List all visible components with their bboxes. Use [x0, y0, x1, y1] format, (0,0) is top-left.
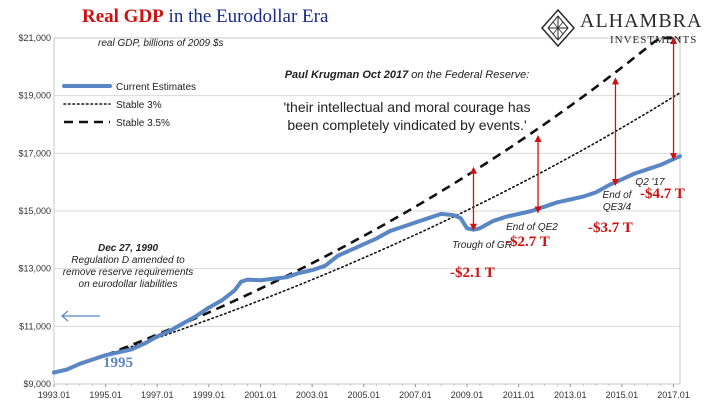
y-tick-label: $9,000	[23, 379, 51, 389]
logo-subtitle: INVESTMENTS	[610, 34, 698, 46]
quote-context: on the Federal Reserve:	[408, 69, 530, 81]
x-tick-label: 1999.01	[193, 390, 226, 400]
diamond-emblem-icon	[540, 8, 576, 48]
x-tick-label: 1997.01	[141, 390, 174, 400]
series-layer	[52, 36, 682, 375]
gap-arrow-head-up	[469, 166, 477, 174]
series-line-stable-3-5-	[105, 36, 680, 357]
legend-label: Stable 3%	[116, 100, 162, 111]
note-1990-date: Dec 27, 1990	[97, 243, 159, 254]
title-highlight: Real GDP	[82, 6, 164, 27]
gap-arrow-head-up	[534, 135, 542, 143]
x-tick-label: 2005.01	[347, 390, 380, 400]
y-tick-label: $21,000	[18, 33, 51, 43]
legend-label: Stable 3.5%	[116, 118, 170, 129]
gap-arrow-head-down	[534, 206, 542, 214]
gap-arrows	[469, 37, 678, 231]
legend: Current Estimates Stable 3% Stable 3.5%	[62, 82, 196, 129]
series-line-current-estimates	[52, 154, 682, 375]
year-1995-label: 1995	[103, 355, 133, 371]
series-line-stable-3-	[104, 92, 681, 356]
x-tick-label: 2015.01	[606, 390, 639, 400]
y-tick-label: $19,000	[18, 91, 51, 101]
gap-arrow-head-up	[611, 77, 619, 85]
axes: $9,000 $11,000 $13,000 $15,000 $17,000 $19,00…	[18, 33, 689, 400]
gap-value-qe2: -$2.7 T	[505, 234, 550, 250]
note-1990-text: Regulation D amended to remove reserve r…	[62, 255, 194, 290]
legend-label: Current Estimates	[116, 82, 196, 93]
gap-value-q2-17: -$4.7 T	[640, 186, 685, 202]
gap-value-trough: -$2.1 T	[450, 265, 495, 281]
alhambra-logo: ALHAMBRA INVESTMENTS	[540, 8, 703, 52]
x-tick-label: 2007.01	[399, 390, 432, 400]
quote-author: Paul Krugman Oct 2017	[284, 69, 409, 81]
x-tick-label: 2009.01	[451, 390, 484, 400]
x-tick-label: 2003.01	[296, 390, 329, 400]
y-tick-label: $13,000	[18, 264, 51, 274]
x-tick-label: 2013.01	[554, 390, 587, 400]
gap-label-qe2: End of QE2	[506, 222, 558, 233]
gap-arrow-head-up	[670, 37, 678, 44]
x-tick-label: 1993.01	[38, 390, 71, 400]
quote-text: 'their intellectual and moral courage ha…	[283, 99, 531, 133]
logo-name: ALHAMBRA	[580, 10, 703, 32]
title-rest: in the Eurodollar Era	[163, 6, 329, 27]
x-tick-label: 2017.01	[657, 390, 690, 400]
note-1990: Dec 27, 1990 Regulation D amended to rem…	[62, 243, 194, 291]
chart-title: Real GDP in the Eurodollar Era	[82, 6, 328, 28]
y-tick-label: $17,000	[18, 148, 51, 158]
gap-label-trough: Trough of GR	[452, 240, 512, 251]
left-arrow-icon	[61, 310, 100, 322]
y-tick-label: $11,000	[19, 321, 51, 331]
gap-label-qe34: End of QE3/4	[602, 190, 632, 213]
gap-arrow-head-down	[611, 179, 619, 187]
gap-value-qe34: -$3.7 T	[588, 220, 633, 236]
gap-arrow-head-down	[469, 223, 477, 231]
x-tick-label: 2011.01	[503, 390, 535, 400]
gap-arrow-head-down	[670, 153, 678, 161]
x-tick-label: 2001.01	[244, 390, 277, 400]
plot-frame	[53, 37, 681, 385]
x-tick-label: 1995.01	[89, 390, 122, 400]
y-tick-label: $15,000	[18, 206, 51, 216]
gap-label-q2-17: Q2 '17	[635, 177, 665, 188]
quote-attribution: Paul Krugman Oct 2017 on the Federal Res…	[282, 68, 532, 82]
chart-subtitle: real GDP, billions of 2009 $s	[98, 38, 224, 49]
